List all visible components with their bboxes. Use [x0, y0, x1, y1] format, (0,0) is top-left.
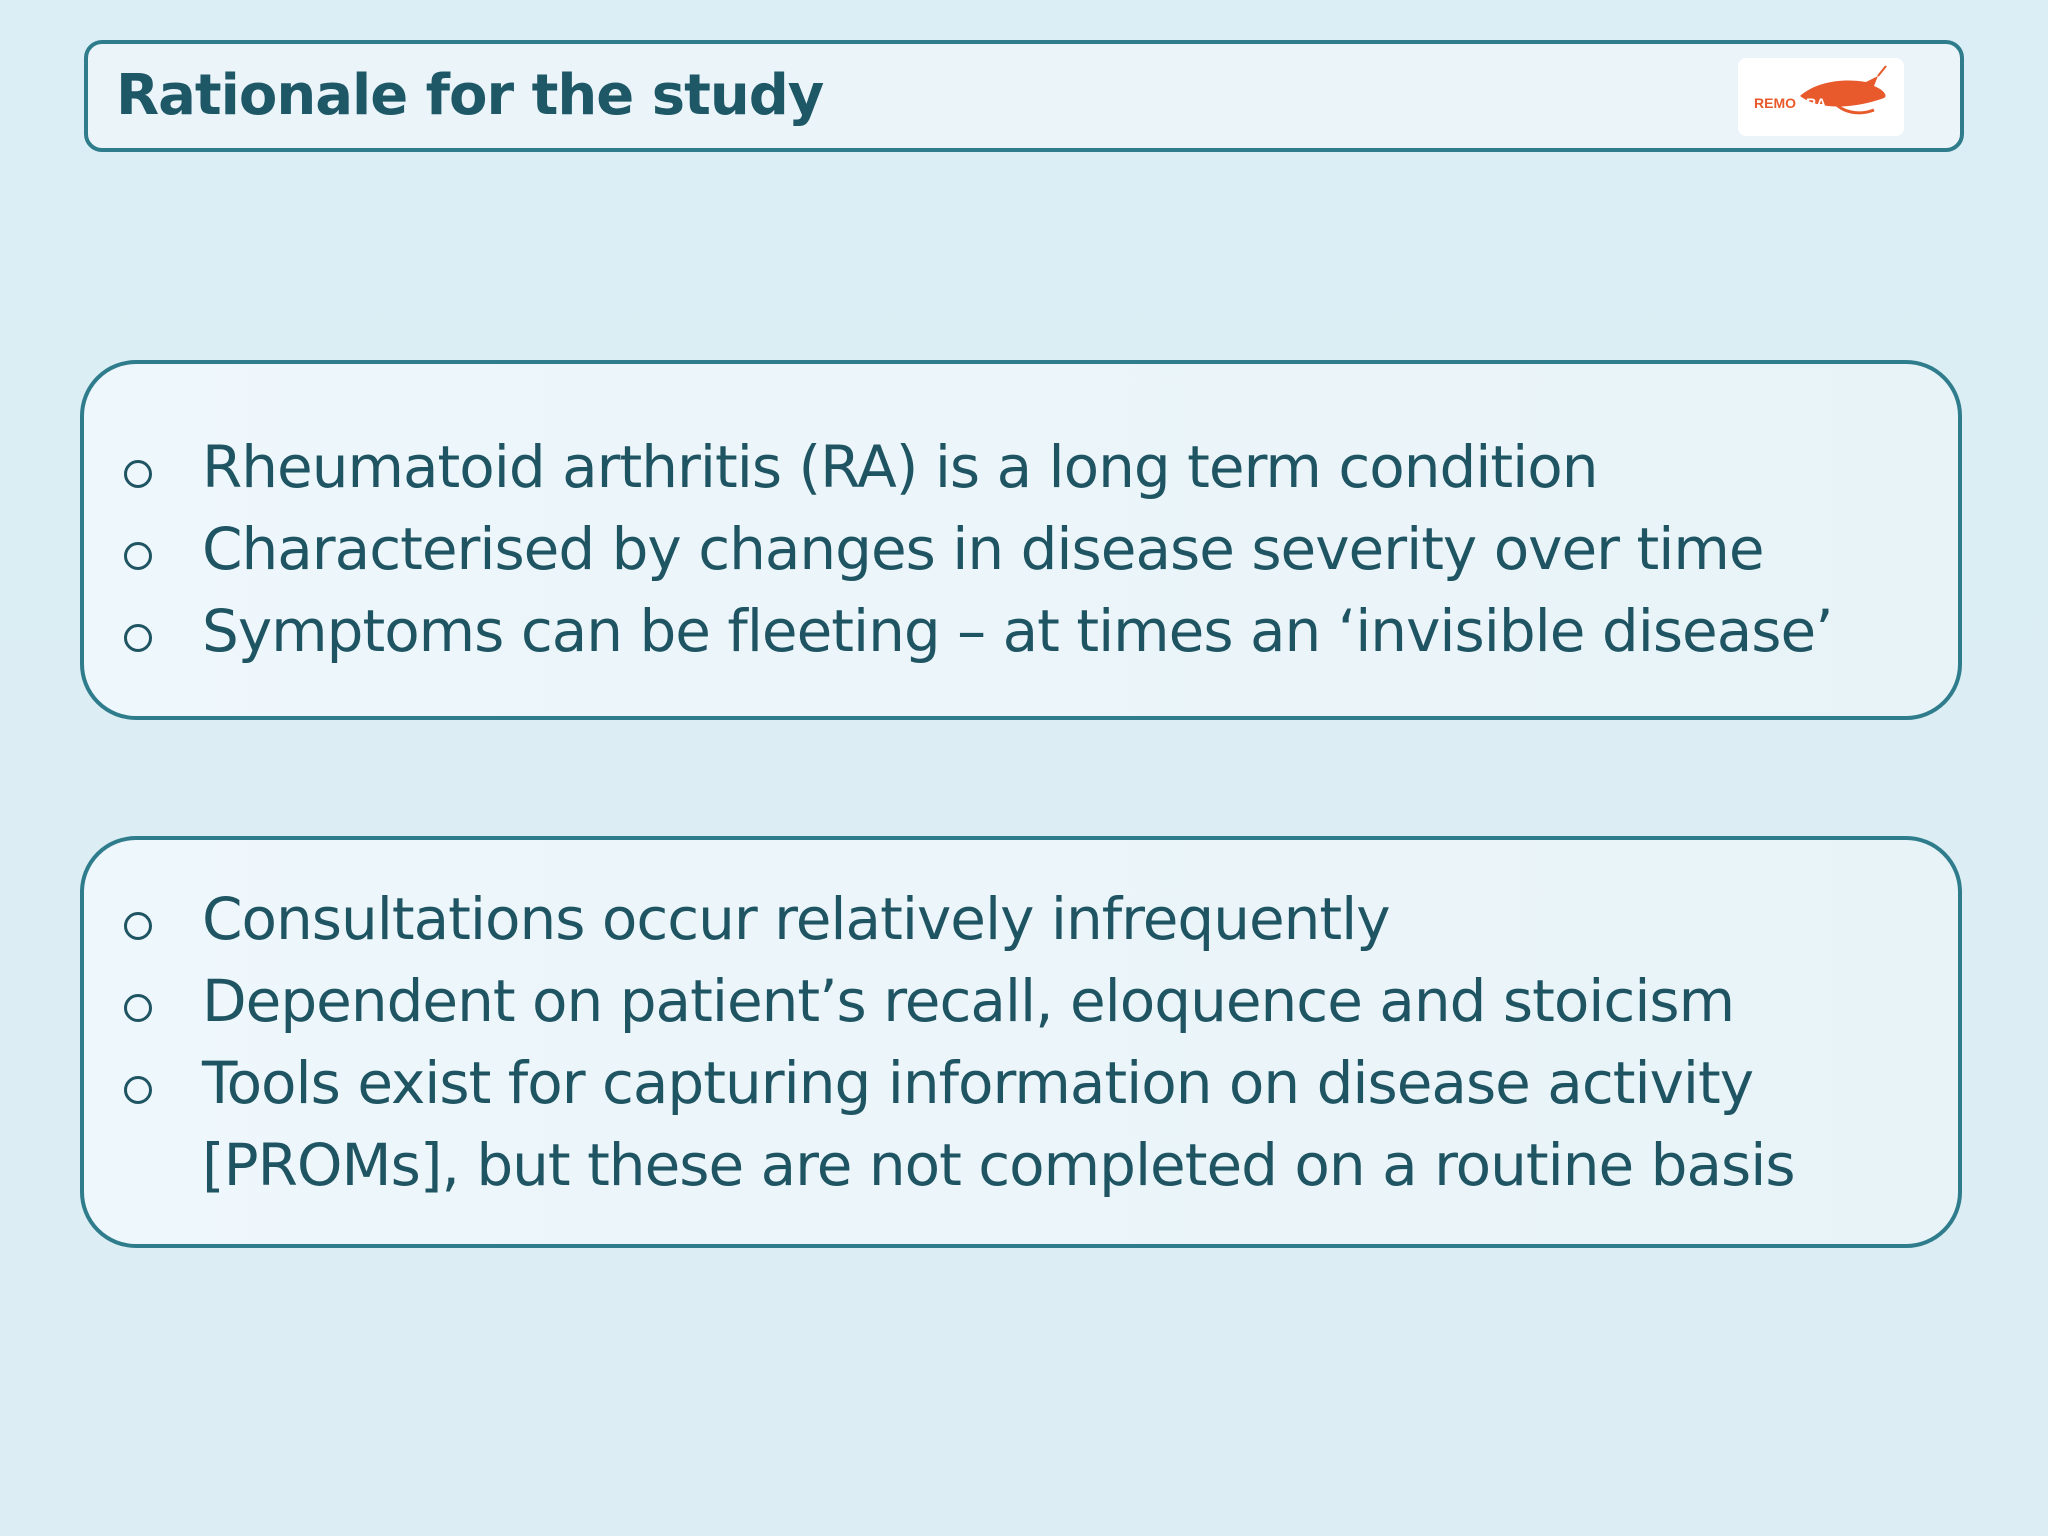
- circle-bullet-icon: [124, 1076, 152, 1104]
- list-item-text: Consultations occur relatively infrequen…: [202, 885, 1391, 953]
- list-item-text: Symptoms can be fleeting – at times an ‘…: [202, 597, 1834, 665]
- title-bar: Rationale for the study REMO RA: [84, 40, 1964, 152]
- remora-fish-fin: [1877, 65, 1887, 77]
- bullet-list: Rheumatoid arthritis (RA) is a long term…: [124, 426, 1834, 672]
- bullet-list: Consultations occur relatively infrequen…: [124, 878, 1796, 1206]
- circle-bullet-icon: [124, 460, 152, 488]
- list-item: Characterised by changes in disease seve…: [124, 508, 1833, 590]
- list-item: Rheumatoid arthritis (RA) is a long term…: [124, 426, 1833, 508]
- list-item-text: Characterised by changes in disease seve…: [202, 515, 1765, 583]
- circle-bullet-icon: [124, 994, 152, 1022]
- logo-text-left: REMO: [1754, 95, 1796, 111]
- rationale-box-consultations: Consultations occur relatively infrequen…: [80, 836, 1962, 1248]
- circle-bullet-icon: [124, 624, 152, 652]
- list-item-text: Dependent on patient’s recall, eloquence…: [202, 967, 1735, 1035]
- list-item-text: Rheumatoid arthritis (RA) is a long term…: [202, 433, 1599, 501]
- slide-title: Rationale for the study: [116, 63, 824, 128]
- list-item-text: Tools exist for capturing information on…: [202, 1049, 1796, 1199]
- remora-fish-shape: [1800, 76, 1886, 107]
- circle-bullet-icon: [124, 542, 152, 570]
- remora-fish-tail: [1832, 100, 1875, 115]
- logo-text-right: RA: [1806, 95, 1826, 111]
- list-item: Tools exist for capturing information on…: [124, 1042, 1796, 1206]
- list-item: Dependent on patient’s recall, eloquence…: [124, 960, 1795, 1042]
- remora-logo: REMO RA: [1738, 58, 1904, 136]
- remora-logo-graphic: REMO RA: [1754, 65, 1887, 115]
- list-item: Consultations occur relatively infrequen…: [124, 878, 1795, 960]
- circle-bullet-icon: [124, 912, 152, 940]
- list-item: Symptoms can be fleeting – at times an ‘…: [124, 590, 1834, 672]
- rationale-box-condition: Rheumatoid arthritis (RA) is a long term…: [80, 360, 1962, 720]
